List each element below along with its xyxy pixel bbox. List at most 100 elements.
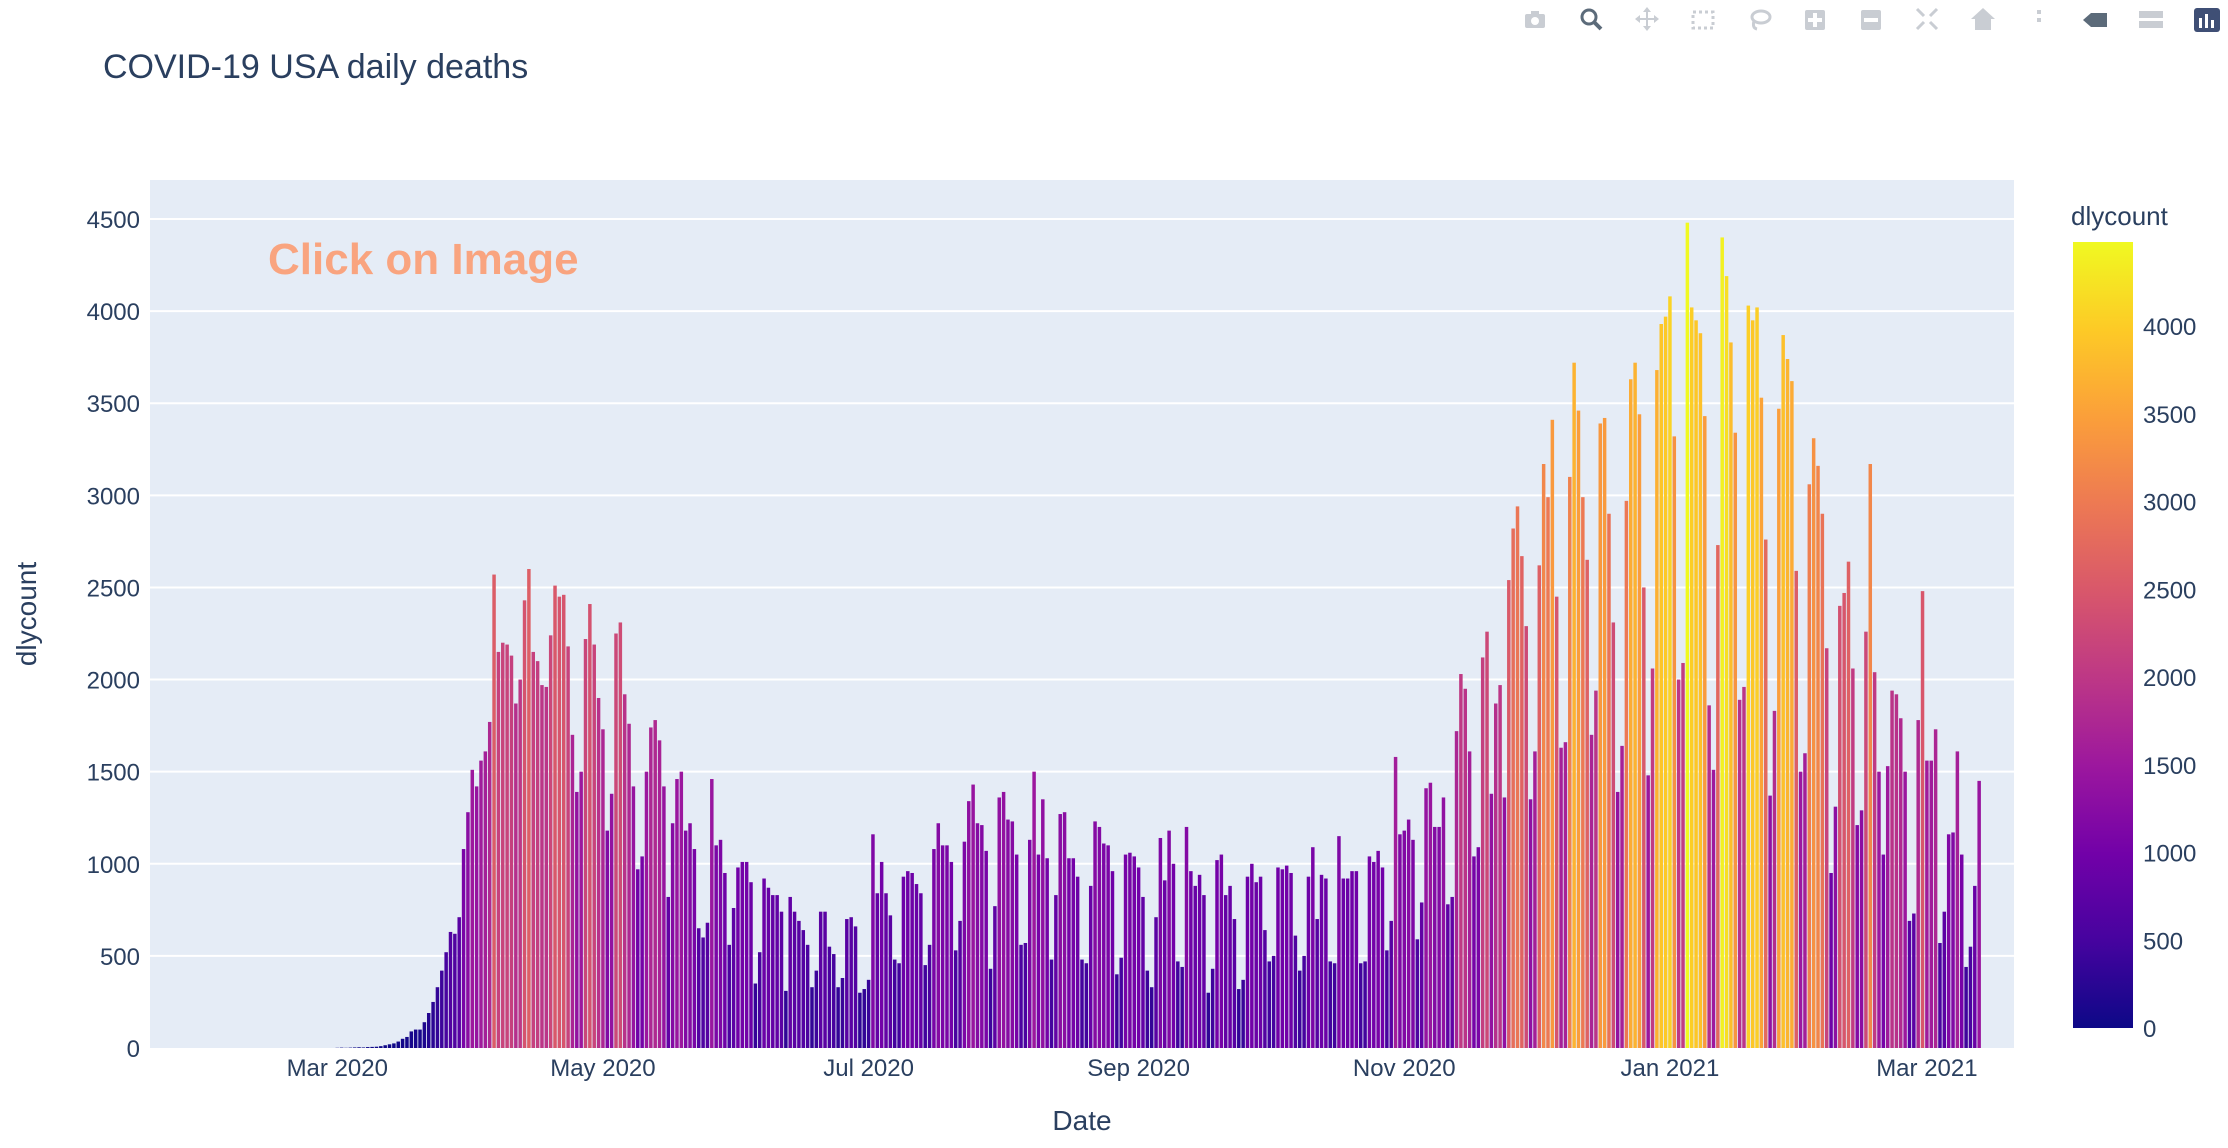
bar[interactable]: [1724, 276, 1729, 1048]
bar[interactable]: [1084, 963, 1089, 1048]
bar[interactable]: [714, 845, 718, 1048]
bar[interactable]: [553, 585, 557, 1048]
bar[interactable]: [1729, 342, 1733, 1048]
bar[interactable]: [453, 933, 457, 1048]
bar[interactable]: [858, 992, 862, 1048]
bar[interactable]: [1955, 751, 1960, 1048]
bar[interactable]: [1872, 672, 1877, 1048]
bar[interactable]: [866, 979, 871, 1048]
bar[interactable]: [1280, 869, 1285, 1048]
bar[interactable]: [1498, 685, 1502, 1048]
bar[interactable]: [1450, 896, 1454, 1048]
bar[interactable]: [1598, 423, 1603, 1048]
bar[interactable]: [435, 987, 440, 1048]
bar[interactable]: [1419, 902, 1424, 1048]
bar[interactable]: [1258, 876, 1263, 1048]
lasso-select-icon[interactable]: [1744, 0, 1774, 31]
bar[interactable]: [701, 937, 705, 1048]
bar[interactable]: [971, 784, 975, 1048]
bar[interactable]: [1681, 662, 1685, 1048]
bar[interactable]: [1324, 878, 1328, 1048]
bar[interactable]: [1446, 904, 1450, 1048]
bar[interactable]: [814, 970, 819, 1048]
bar[interactable]: [953, 950, 958, 1048]
hover-compare-icon[interactable]: [2136, 0, 2166, 28]
bar[interactable]: [1228, 885, 1232, 1048]
bar[interactable]: [762, 878, 766, 1048]
bar[interactable]: [418, 1029, 422, 1048]
bar[interactable]: [1912, 913, 1916, 1048]
bar[interactable]: [1376, 850, 1380, 1048]
bar[interactable]: [466, 812, 470, 1048]
bar[interactable]: [1088, 885, 1093, 1048]
bar[interactable]: [662, 786, 666, 1048]
bar[interactable]: [1276, 867, 1280, 1048]
bar[interactable]: [1019, 944, 1023, 1048]
bar[interactable]: [1672, 436, 1677, 1049]
bar[interactable]: [1428, 782, 1433, 1048]
bar[interactable]: [1507, 580, 1511, 1048]
bar[interactable]: [923, 965, 927, 1048]
bar[interactable]: [1663, 316, 1668, 1048]
bar[interactable]: [1250, 863, 1254, 1048]
bar[interactable]: [622, 694, 627, 1048]
bar[interactable]: [1319, 874, 1324, 1048]
bar[interactable]: [1345, 878, 1350, 1048]
bar[interactable]: [1467, 751, 1472, 1048]
bar[interactable]: [618, 622, 623, 1048]
bar[interactable]: [1049, 959, 1054, 1048]
spike-lines-icon[interactable]: [2024, 0, 2054, 22]
bar[interactable]: [1733, 432, 1738, 1049]
bar[interactable]: [901, 876, 906, 1048]
bar[interactable]: [1554, 596, 1559, 1048]
bar[interactable]: [505, 644, 509, 1048]
bar[interactable]: [1833, 806, 1838, 1048]
bar[interactable]: [1014, 854, 1019, 1048]
bar[interactable]: [1263, 930, 1267, 1048]
bar[interactable]: [605, 830, 610, 1048]
bar[interactable]: [1054, 895, 1058, 1048]
bar[interactable]: [1594, 690, 1598, 1048]
bar[interactable]: [1546, 497, 1550, 1049]
bar[interactable]: [818, 911, 823, 1048]
bar[interactable]: [1755, 307, 1759, 1049]
bar[interactable]: [653, 720, 657, 1048]
bar[interactable]: [727, 944, 731, 1048]
bar[interactable]: [1459, 674, 1463, 1048]
bar[interactable]: [875, 893, 880, 1048]
bar[interactable]: [1951, 832, 1955, 1048]
bar[interactable]: [940, 845, 945, 1048]
bar[interactable]: [1838, 605, 1842, 1048]
bar[interactable]: [548, 635, 553, 1048]
bar[interactable]: [1764, 539, 1768, 1048]
bar[interactable]: [1398, 834, 1402, 1048]
bar[interactable]: [1890, 690, 1894, 1048]
bar[interactable]: [631, 786, 636, 1048]
bar[interactable]: [583, 639, 588, 1048]
bar[interactable]: [1476, 847, 1481, 1048]
bar[interactable]: [1489, 793, 1494, 1048]
bar[interactable]: [1846, 561, 1851, 1048]
bar[interactable]: [683, 830, 688, 1048]
bar[interactable]: [1807, 484, 1812, 1048]
bar[interactable]: [879, 861, 884, 1048]
bar[interactable]: [1907, 920, 1912, 1048]
bar[interactable]: [1629, 379, 1633, 1049]
bar[interactable]: [1385, 950, 1389, 1048]
bar[interactable]: [1737, 699, 1742, 1048]
bar[interactable]: [967, 801, 971, 1048]
bar[interactable]: [1001, 791, 1006, 1048]
bar[interactable]: [705, 922, 710, 1048]
bar[interactable]: [1284, 865, 1289, 1048]
bar[interactable]: [544, 686, 549, 1048]
bar[interactable]: [1559, 747, 1563, 1048]
bar[interactable]: [1441, 797, 1446, 1048]
bar[interactable]: [853, 926, 858, 1048]
bar[interactable]: [1154, 917, 1158, 1048]
bar[interactable]: [1959, 854, 1964, 1048]
bar[interactable]: [444, 952, 448, 1048]
bar[interactable]: [1415, 939, 1420, 1048]
bar[interactable]: [1624, 500, 1629, 1048]
bar[interactable]: [1894, 694, 1899, 1048]
bar[interactable]: [849, 917, 853, 1048]
